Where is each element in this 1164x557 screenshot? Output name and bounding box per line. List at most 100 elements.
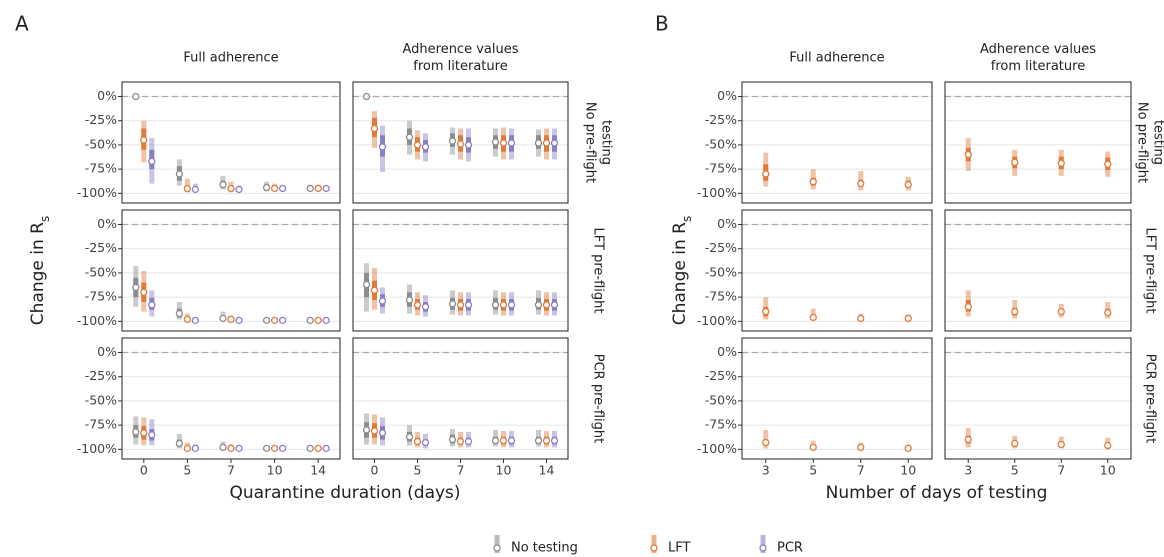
column-strip: Adherence values (402, 42, 518, 57)
median-point (306, 444, 314, 453)
median-point (219, 443, 227, 452)
x-tick-label: 14 (310, 463, 326, 478)
y-tick-label: -25% (705, 112, 737, 127)
x-axis-title: Quarantine duration (days) (229, 483, 460, 503)
x-tick-label: 14 (539, 463, 555, 478)
y-tick-label: -25% (705, 240, 737, 255)
median-point (362, 426, 371, 434)
row-strip: No pre-flight (583, 102, 598, 183)
y-tick-label: 0% (717, 88, 737, 103)
facet-border (352, 337, 569, 460)
median-point (227, 444, 235, 453)
median-point (306, 316, 314, 325)
median-point (183, 315, 192, 324)
x-tick-label: 5 (1011, 463, 1019, 478)
y-axis-title-main: Change in R (670, 222, 690, 325)
row-strip: LFT pre-flight (591, 228, 606, 314)
y-axis-title: Change in Rs (670, 216, 694, 325)
panel-label: B (655, 12, 669, 36)
legend-key-point (759, 544, 767, 552)
median-point (542, 139, 551, 147)
median-point (322, 444, 330, 453)
x-tick-label: 5 (809, 463, 817, 478)
y-tick-label: -75% (85, 289, 117, 304)
y-axis-title-main: Change in R (28, 222, 48, 325)
median-point (1104, 441, 1112, 450)
median-point (140, 136, 148, 144)
x-tick-label: 0 (371, 463, 379, 478)
median-point (464, 301, 473, 309)
y-tick-label: -100% (77, 313, 117, 328)
x-tick-label: 3 (964, 463, 972, 478)
median-point (370, 124, 379, 133)
median-point (1011, 158, 1019, 166)
median-point (542, 301, 551, 309)
y-tick-label: -75% (705, 417, 737, 432)
median-point (904, 180, 912, 189)
median-point (278, 184, 287, 193)
y-tick-label: -100% (697, 185, 737, 200)
y-tick-label: -25% (705, 368, 737, 383)
median-point (175, 170, 184, 178)
y-tick-label: -50% (85, 136, 117, 151)
legend-key-point (650, 544, 658, 552)
median-point (456, 140, 465, 148)
legend-label: No testing (511, 541, 578, 556)
median-point (148, 431, 156, 439)
median-point (809, 313, 817, 322)
y-tick-label: -75% (85, 161, 117, 176)
median-point (413, 301, 422, 309)
median-point (191, 444, 200, 453)
median-point (175, 309, 184, 318)
column-strip: from literature (413, 59, 507, 74)
y-tick-label: -25% (85, 368, 117, 383)
row-strip: testing (1151, 120, 1164, 165)
median-point (499, 139, 508, 147)
median-point (235, 444, 243, 453)
median-point (762, 307, 770, 316)
facet-border (944, 81, 1132, 204)
x-tick-label: 7 (857, 463, 865, 478)
median-point (278, 316, 287, 325)
median-point (421, 303, 430, 311)
median-point (491, 138, 500, 146)
median-point (191, 185, 200, 194)
y-axis-title: Change in Rs (28, 216, 52, 325)
median-point (1057, 159, 1065, 167)
x-tick-label: 3 (762, 463, 770, 478)
median-point (262, 316, 271, 325)
median-point (964, 150, 972, 159)
median-point (140, 429, 148, 437)
y-tick-label: -100% (77, 441, 117, 456)
y-tick-label: -50% (85, 392, 117, 407)
facet-border (352, 81, 569, 204)
median-point (1057, 307, 1065, 316)
median-point (140, 288, 148, 296)
x-tick-label: 5 (183, 463, 191, 478)
median-point (362, 280, 371, 289)
median-point (405, 433, 414, 441)
median-point (507, 301, 516, 309)
facet-border (944, 337, 1132, 460)
median-point (227, 315, 235, 324)
legend-key-point (493, 544, 501, 552)
median-point (219, 180, 227, 189)
median-point (507, 139, 516, 147)
row-strip: No pre-flight (1135, 102, 1150, 183)
column-strip: Full adherence (789, 51, 884, 66)
median-point (857, 314, 865, 323)
median-point (964, 435, 972, 444)
facet-border (121, 209, 341, 332)
median-point (378, 143, 387, 151)
median-point (534, 301, 543, 309)
median-point (235, 316, 243, 325)
median-point (405, 296, 414, 304)
median-point (370, 427, 379, 435)
median-point (270, 184, 279, 193)
row-strip: PCR pre-flight (1143, 354, 1158, 443)
column-strip: Adherence values (980, 42, 1096, 57)
y-tick-label: 0% (97, 88, 117, 103)
y-axis-title-sub: s (680, 216, 694, 222)
median-point (322, 184, 330, 193)
